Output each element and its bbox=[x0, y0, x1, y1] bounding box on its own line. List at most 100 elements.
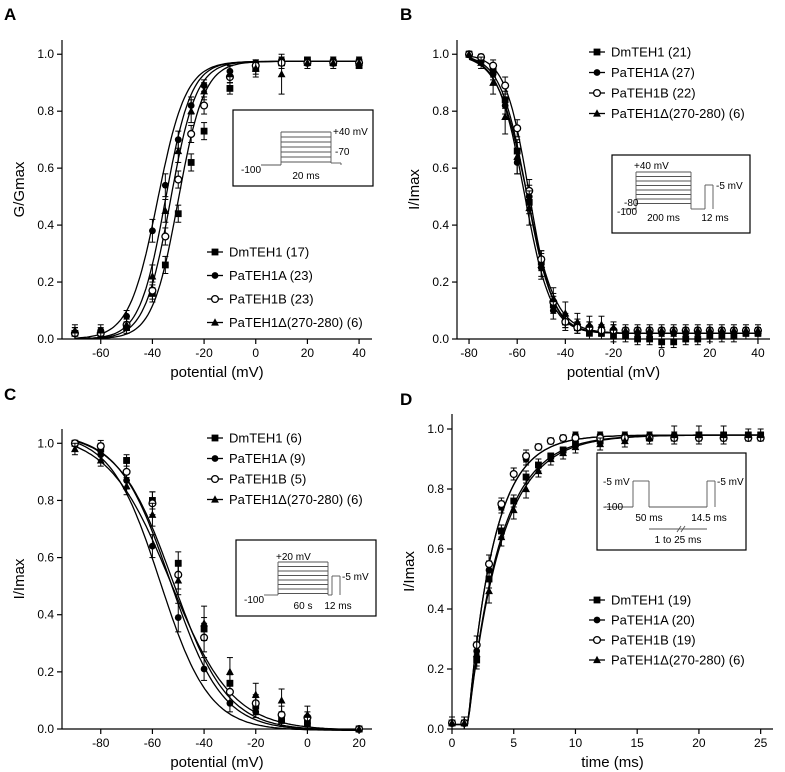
data-point bbox=[670, 338, 678, 346]
data-point bbox=[226, 667, 234, 675]
data-point bbox=[174, 576, 183, 584]
data-point bbox=[472, 649, 481, 658]
legend-marker bbox=[593, 596, 601, 604]
legend-marker bbox=[592, 635, 602, 645]
legend-marker bbox=[593, 616, 601, 624]
legend-label: DmTEH1 (6) bbox=[229, 431, 302, 446]
data-point bbox=[645, 433, 654, 442]
data-point bbox=[559, 448, 568, 457]
data-point bbox=[71, 326, 79, 334]
legend-marker bbox=[211, 272, 219, 279]
legend-marker bbox=[592, 88, 602, 98]
data-point bbox=[694, 335, 702, 343]
inset-label: -100 bbox=[244, 595, 264, 606]
y-tick-label: 0.8 bbox=[427, 482, 444, 496]
legend-label: PaTEH1B (19) bbox=[611, 633, 696, 648]
data-point bbox=[355, 58, 363, 66]
data-point bbox=[303, 58, 312, 66]
data-point bbox=[501, 112, 510, 120]
y-tick-label: 0.2 bbox=[427, 662, 444, 676]
data-point bbox=[573, 317, 582, 326]
data-point bbox=[225, 687, 234, 696]
data-point bbox=[187, 106, 196, 115]
y-tick-label: 1.0 bbox=[432, 47, 449, 61]
data-point bbox=[122, 481, 131, 490]
data-point bbox=[571, 442, 580, 451]
y-tick-label: 0.0 bbox=[432, 332, 449, 346]
data-point bbox=[477, 58, 485, 66]
x-tick-label: -80 bbox=[92, 736, 110, 750]
protocol-inset: +40 mV -100 -70 20 ms bbox=[232, 109, 374, 187]
inset-label: 50 ms bbox=[635, 513, 662, 524]
data-point bbox=[303, 710, 312, 718]
x-tick-label: -40 bbox=[195, 736, 213, 750]
x-axis-label: potential (mV) bbox=[567, 364, 660, 381]
data-point bbox=[200, 87, 208, 95]
x-axis-label: time (ms) bbox=[581, 754, 644, 771]
data-point bbox=[161, 232, 170, 241]
data-point bbox=[717, 326, 726, 334]
data-point bbox=[549, 294, 558, 303]
x-tick-label: 40 bbox=[751, 346, 765, 360]
x-tick-label: 0 bbox=[304, 736, 311, 750]
data-point bbox=[658, 338, 666, 346]
x-tick-label: 15 bbox=[631, 736, 645, 750]
data-point bbox=[719, 430, 728, 439]
legend-marker bbox=[211, 495, 219, 503]
data-point bbox=[534, 466, 543, 475]
legend-label: PaTEH1A (9) bbox=[229, 451, 306, 466]
y-axis-label: I/Imax bbox=[406, 169, 423, 210]
y-tick-label: 0.6 bbox=[37, 161, 54, 175]
y-tick-label: 0.8 bbox=[432, 104, 449, 118]
data-point bbox=[633, 326, 642, 334]
data-point bbox=[71, 444, 79, 453]
inset-frame bbox=[611, 154, 751, 234]
legend-marker bbox=[210, 294, 220, 304]
inset-label: -70 bbox=[335, 147, 350, 158]
data-point bbox=[756, 430, 765, 439]
x-tick-label: -60 bbox=[509, 346, 527, 360]
legend-marker bbox=[211, 248, 219, 256]
data-point bbox=[329, 58, 338, 66]
x-tick-label: 5 bbox=[510, 736, 517, 750]
inset-label: +20 mV bbox=[276, 552, 311, 563]
legend-label: PaTEH1A (23) bbox=[229, 268, 313, 283]
data-point bbox=[484, 559, 494, 569]
inset-frame bbox=[232, 109, 374, 187]
data-point bbox=[226, 85, 234, 92]
inset-label: -100 bbox=[241, 165, 261, 176]
fit-curve bbox=[452, 434, 761, 726]
inset-label: -5 mV bbox=[342, 572, 369, 583]
data-point bbox=[693, 326, 702, 334]
data-point bbox=[645, 326, 654, 334]
inset-label: -100 bbox=[617, 207, 637, 218]
data-point bbox=[620, 436, 629, 445]
inset-label: 14.5 ms bbox=[691, 513, 727, 524]
data-point bbox=[682, 335, 690, 343]
x-axis-label: potential (mV) bbox=[170, 364, 263, 381]
data-point bbox=[200, 619, 208, 627]
legend-label: DmTEH1 (17) bbox=[229, 245, 309, 260]
y-tick-label: 0.6 bbox=[432, 161, 449, 175]
data-point bbox=[226, 69, 234, 78]
legend-marker bbox=[210, 474, 220, 484]
legend: DmTEH1 (17) PaTEH1A (23) PaTEH1B (23) PaTEH… bbox=[207, 245, 363, 330]
data-point bbox=[485, 586, 493, 595]
inset-frame bbox=[235, 539, 377, 617]
data-point bbox=[522, 451, 531, 461]
x-tick-label: 0 bbox=[449, 736, 456, 750]
data-point bbox=[509, 469, 518, 479]
data-point bbox=[742, 326, 750, 334]
x-tick-label: -80 bbox=[460, 346, 478, 360]
data-point bbox=[513, 152, 522, 160]
inset-label: -80 bbox=[624, 198, 639, 209]
data-point bbox=[277, 69, 286, 78]
inset-label: 200 ms bbox=[647, 213, 680, 224]
inset-label: -100 bbox=[603, 502, 623, 513]
x-axis-label: potential (mV) bbox=[170, 754, 263, 771]
panel-letter: C bbox=[4, 385, 16, 404]
legend-marker bbox=[593, 69, 601, 76]
panel-a: A -60 -40 -20 0 20 40 0.0 0.2 0.4 0.6 0.8 1.0 potenti… bbox=[4, 5, 374, 381]
legend-label: PaTEH1B (22) bbox=[611, 86, 696, 101]
